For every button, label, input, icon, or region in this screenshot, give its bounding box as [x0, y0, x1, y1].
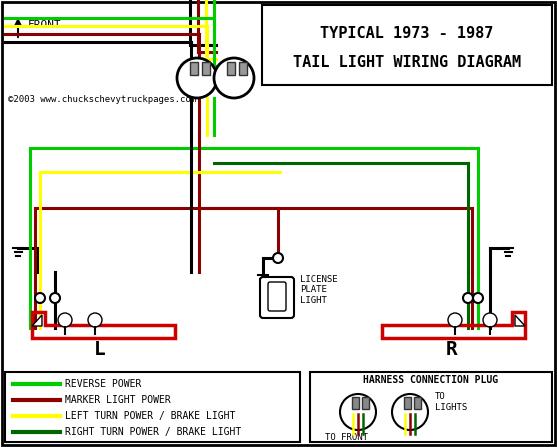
FancyBboxPatch shape	[352, 397, 359, 409]
Text: LICENSE
PLATE
LIGHT: LICENSE PLATE LIGHT	[300, 275, 338, 305]
Circle shape	[340, 394, 376, 430]
Polygon shape	[32, 315, 42, 326]
FancyBboxPatch shape	[268, 282, 286, 311]
FancyBboxPatch shape	[260, 277, 294, 318]
Circle shape	[392, 394, 428, 430]
FancyBboxPatch shape	[239, 62, 247, 75]
Circle shape	[214, 58, 254, 98]
Circle shape	[50, 293, 60, 303]
Circle shape	[177, 58, 217, 98]
FancyBboxPatch shape	[5, 372, 300, 442]
Text: REVERSE POWER: REVERSE POWER	[65, 379, 141, 389]
Text: R: R	[446, 340, 458, 359]
Text: TYPICAL 1973 - 1987: TYPICAL 1973 - 1987	[320, 25, 494, 41]
FancyBboxPatch shape	[262, 5, 552, 85]
Text: ©2003 www.chuckschevytruckpages.com: ©2003 www.chuckschevytruckpages.com	[8, 96, 196, 105]
FancyBboxPatch shape	[310, 372, 552, 442]
Circle shape	[483, 313, 497, 327]
Text: MARKER LIGHT POWER: MARKER LIGHT POWER	[65, 395, 171, 405]
Circle shape	[58, 313, 72, 327]
Circle shape	[35, 293, 45, 303]
Text: TO
LIGHTS: TO LIGHTS	[435, 392, 467, 412]
Circle shape	[273, 253, 283, 263]
Circle shape	[463, 293, 473, 303]
Text: TAIL LIGHT WIRING DIAGRAM: TAIL LIGHT WIRING DIAGRAM	[293, 55, 521, 70]
Circle shape	[448, 313, 462, 327]
FancyBboxPatch shape	[362, 397, 369, 409]
Text: LEFT TURN POWER / BRAKE LIGHT: LEFT TURN POWER / BRAKE LIGHT	[65, 411, 236, 421]
Text: HARNESS CONNECTION PLUG: HARNESS CONNECTION PLUG	[363, 375, 499, 385]
FancyBboxPatch shape	[190, 62, 198, 75]
FancyBboxPatch shape	[227, 62, 235, 75]
Polygon shape	[515, 315, 525, 326]
Text: FRONT: FRONT	[28, 20, 62, 30]
Text: TO FRONT: TO FRONT	[325, 433, 368, 442]
Circle shape	[88, 313, 102, 327]
FancyBboxPatch shape	[404, 397, 411, 409]
FancyBboxPatch shape	[414, 397, 421, 409]
Text: RIGHT TURN POWER / BRAKE LIGHT: RIGHT TURN POWER / BRAKE LIGHT	[65, 427, 241, 437]
Text: L: L	[94, 340, 106, 359]
FancyBboxPatch shape	[202, 62, 210, 75]
Circle shape	[473, 293, 483, 303]
